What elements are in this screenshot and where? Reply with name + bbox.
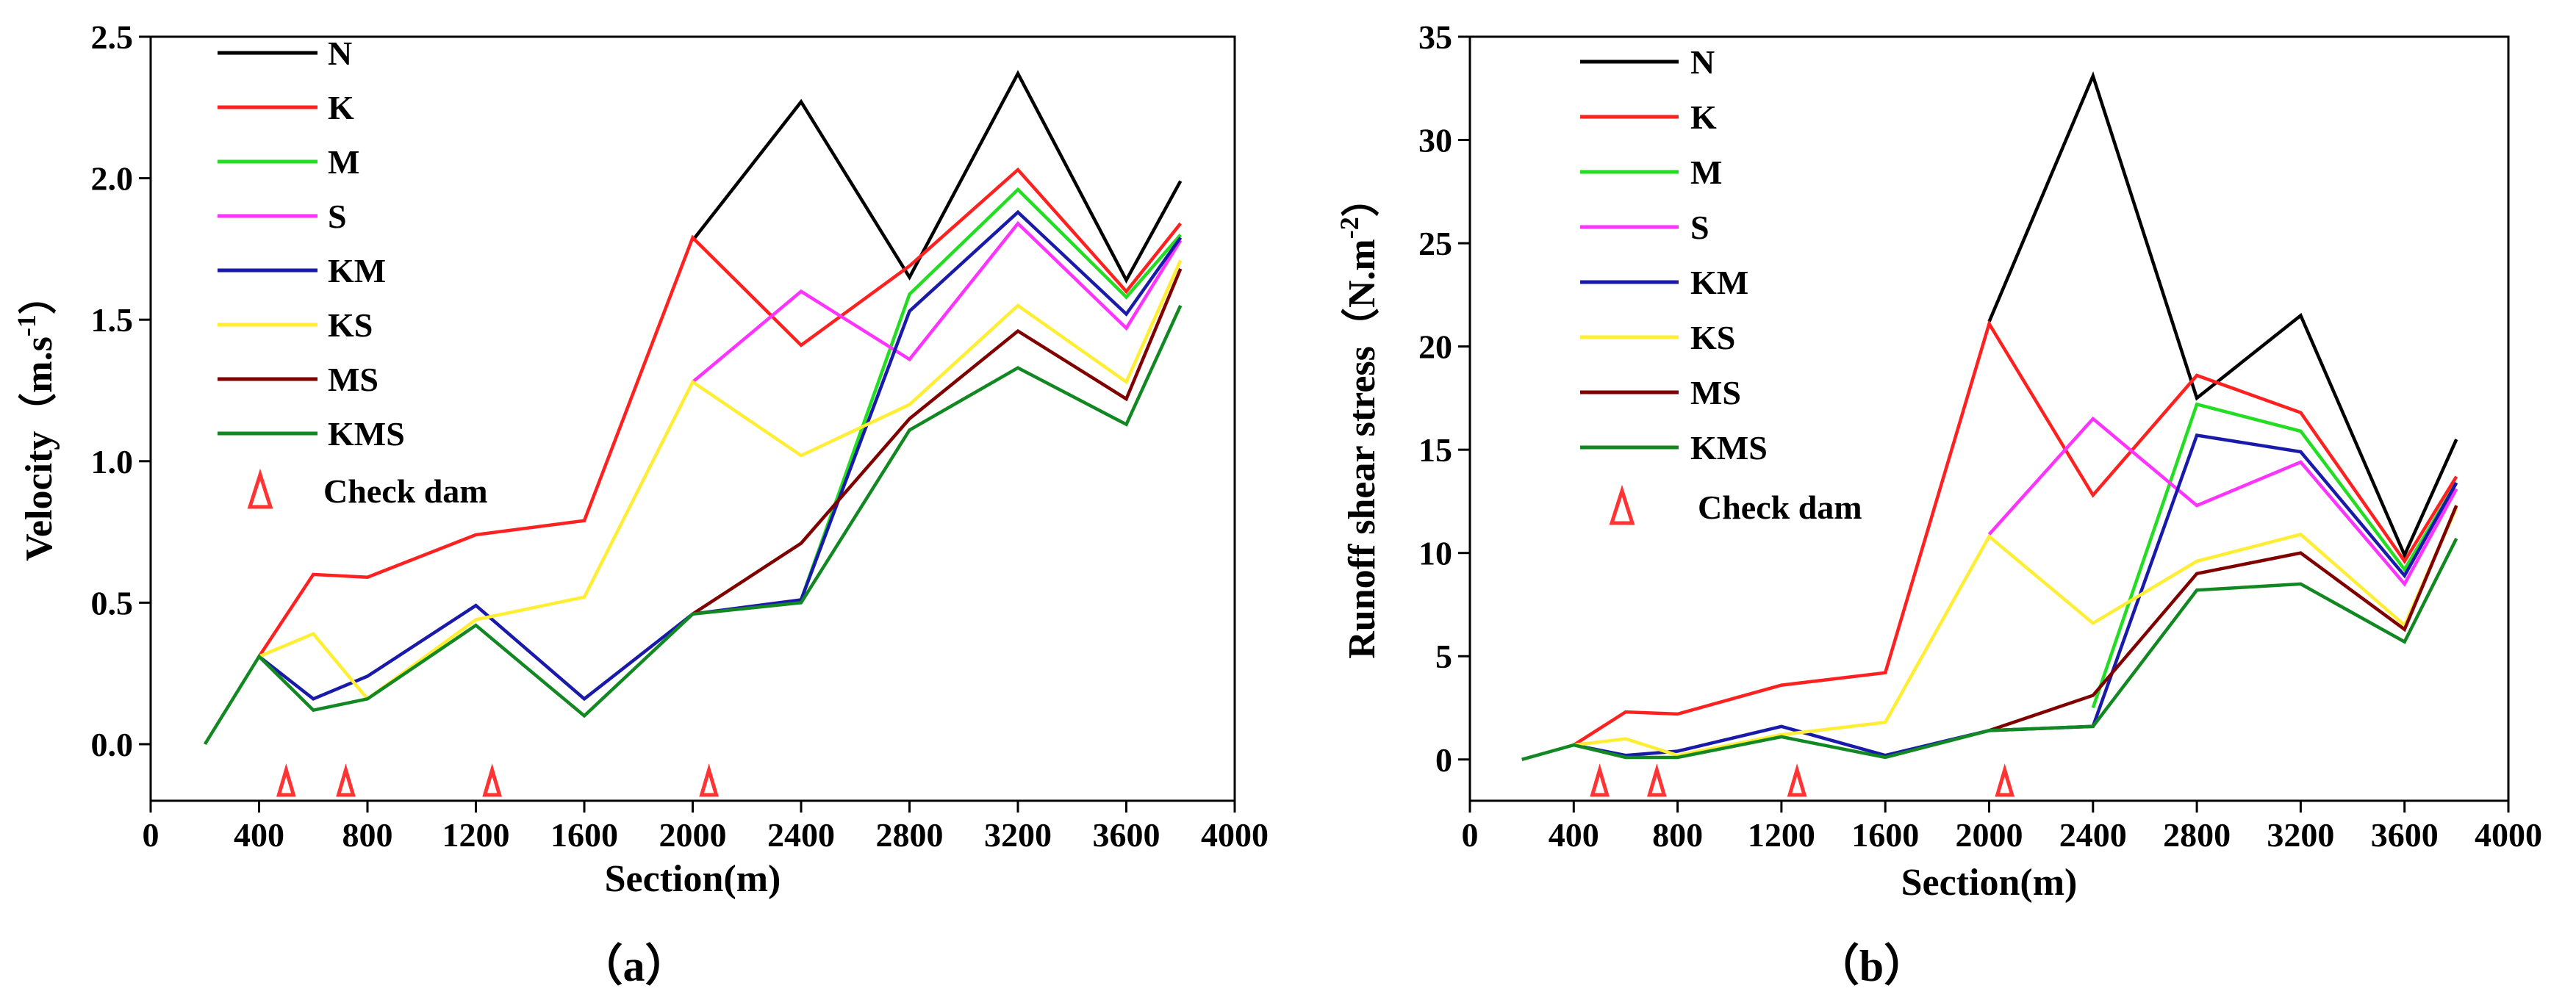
- y-tick-label: 5: [1435, 638, 1452, 675]
- series-line-s: [1987, 416, 2458, 587]
- x-tick-label: 0: [143, 816, 159, 854]
- y-tick-label: 1.5: [91, 301, 134, 339]
- y-tick-label: 0.0: [91, 726, 134, 763]
- legend-label-ms: MS: [1690, 374, 1741, 411]
- check-dam-marker: [1646, 763, 1667, 797]
- plot-frame: [1468, 35, 2510, 802]
- legend-label-s: S: [328, 198, 347, 235]
- y-tick-label: 1.0: [91, 443, 134, 480]
- check-dam-marker: [699, 763, 719, 797]
- series-line-kms: [203, 304, 1183, 746]
- x-tick-label: 1200: [1748, 816, 1815, 854]
- panel-label: （a）: [579, 941, 689, 990]
- series-line-m: [799, 187, 1182, 601]
- check-dam-marker: [336, 763, 356, 797]
- x-tick-label: 2800: [876, 816, 944, 854]
- series-line-kms: [1521, 537, 2458, 761]
- x-tick-label: 1600: [1851, 816, 1919, 854]
- legend-label-k: K: [328, 89, 354, 126]
- x-tick-label: 3200: [984, 816, 1052, 854]
- y-tick-label: 25: [1418, 225, 1452, 262]
- x-tick-label: 0: [1462, 816, 1479, 854]
- x-tick-label: 800: [1652, 816, 1703, 854]
- check-dam-marker: [482, 763, 502, 797]
- check-dam-marker: [276, 763, 296, 797]
- x-tick-label: 400: [234, 816, 284, 854]
- legend-label-km: KM: [1690, 264, 1748, 301]
- series-line-m: [2091, 402, 2458, 709]
- plot-frame: [149, 35, 1236, 802]
- panel-label: （b）: [1815, 941, 1928, 990]
- x-tick-label: 2400: [767, 816, 835, 854]
- x-tick-label: 2000: [659, 816, 727, 854]
- series-line-ks: [1574, 506, 2458, 757]
- legend-label-km: KM: [328, 252, 386, 289]
- x-tick-label: 4000: [1201, 816, 1269, 854]
- legend-label-m: M: [328, 143, 359, 181]
- series-line-n: [691, 70, 1183, 284]
- legend-label-n: N: [1690, 43, 1715, 81]
- x-axis-title: Section(m): [1901, 862, 2078, 904]
- x-tick-label: 1600: [550, 816, 618, 854]
- check-dam-marker: [1787, 763, 1807, 797]
- y-tick-label: 2.5: [91, 18, 134, 56]
- legend-label-n: N: [328, 35, 352, 72]
- legend-label-kms: KMS: [1690, 429, 1768, 467]
- series-line-ks: [258, 259, 1183, 702]
- y-tick-label: 0: [1435, 741, 1452, 779]
- legend-label-ms: MS: [328, 361, 378, 398]
- legend-swatch-check-dam: [247, 468, 273, 509]
- legend-label-s: S: [1690, 209, 1709, 246]
- legend-label-kms: KMS: [328, 415, 405, 453]
- chart-panel-b: 0 400 800 1200 1600 2000 2400 2800 3200 3600 4000 0…: [1335, 18, 2542, 990]
- y-tick-label: 20: [1418, 328, 1452, 366]
- y-tick-label: 30: [1418, 122, 1452, 159]
- series-line-k: [257, 167, 1183, 658]
- x-tick-label: 1200: [442, 816, 510, 854]
- series-line-n: [1987, 71, 2458, 560]
- y-tick-label: 10: [1418, 535, 1452, 572]
- y-tick-label: 35: [1418, 18, 1452, 56]
- check-dam-marker: [1590, 763, 1610, 797]
- x-tick-label: 2800: [2163, 816, 2231, 854]
- x-tick-label: 800: [342, 816, 393, 854]
- legend-label-k: K: [1690, 98, 1717, 136]
- legend-label-m: M: [1690, 154, 1722, 191]
- chart-panel-a: 0 400 800 1200 1600 2000 2400 2800 3200 3600 4000 0…: [12, 18, 1269, 990]
- x-tick-label: 2400: [2059, 816, 2127, 854]
- series-line-k: [1573, 320, 2458, 746]
- legend-label-check-dam: Check dam: [1698, 489, 1862, 526]
- y-axis-title: Runoff shear stress（N.m-2）: [1335, 179, 1383, 659]
- series-line-ms: [1988, 505, 2458, 732]
- x-tick-label: 3600: [2371, 816, 2439, 854]
- x-tick-label: 2000: [1956, 816, 2023, 854]
- legend-swatch-check-dam: [1609, 484, 1635, 525]
- y-tick-label: 15: [1418, 431, 1452, 469]
- legend-label-ks: KS: [1690, 319, 1735, 356]
- x-tick-label: 4000: [2475, 816, 2542, 854]
- check-dam-marker: [1995, 763, 2015, 797]
- y-tick-label: 0.5: [91, 584, 134, 622]
- series-line-ms: [692, 268, 1183, 616]
- x-tick-label: 3200: [2267, 816, 2334, 854]
- y-tick-label: 2.0: [91, 160, 134, 198]
- x-axis-title: Section(m): [605, 858, 781, 900]
- x-tick-label: 3600: [1093, 816, 1160, 854]
- series-line-s: [692, 220, 1183, 383]
- legend-label-check-dam: Check dam: [323, 472, 488, 510]
- y-axis-title: Velocity（m.s-1）: [12, 276, 60, 561]
- x-tick-label: 400: [1549, 816, 1599, 854]
- legend-label-ks: KS: [328, 306, 373, 344]
- series-line-km: [258, 209, 1183, 702]
